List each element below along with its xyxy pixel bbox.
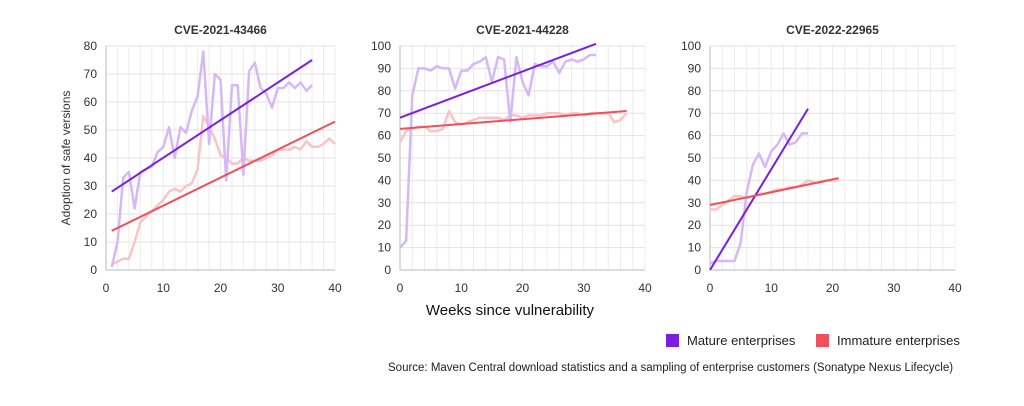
chart1-series-mature [110,50,313,268]
chart1-xtick-label: 30 [271,281,285,295]
chart3-ytick-label: 10 [688,241,702,255]
chart3-ytick-label: 0 [694,263,701,277]
legend-label-immature: Immature enterprises [837,332,960,348]
chart2-xtick-label: 30 [577,281,591,295]
chart2-title: CVE-2021-44228 [476,23,569,37]
chart3-xtick-label: 30 [887,281,901,295]
chart1-xtick-label: 10 [157,281,171,295]
chart2-ytick-label: 0 [384,263,391,277]
chart1-trendline-mature [111,59,313,193]
chart2-ytick-label: 30 [378,196,392,210]
chart3-series-mature [709,132,808,265]
chart1-series-immature [111,114,336,266]
chart2-trendline-immature [399,109,627,130]
chart3-series-immature [710,179,839,211]
chart2-ytick-label: 70 [378,106,392,120]
chart3-ytick-label: 60 [688,129,702,143]
chart1-xtick-label: 40 [328,281,342,295]
chart2-ytick-label: 100 [371,39,391,53]
chart3-ytick-label: 70 [688,106,702,120]
chart2-ytick-label: 50 [378,151,392,165]
chart1-ytick-label: 70 [84,67,98,81]
chart3-ytick-label: 40 [688,173,702,187]
chart2-ytick-label: 80 [378,84,392,98]
legend-item-mature: Mature enterprises [666,330,795,350]
chart3-ytick-label: 90 [688,61,702,75]
chart1-ytick-label: 30 [84,179,98,193]
chart2-ytick-label: 10 [378,241,392,255]
chart1-xtick-label: 20 [214,281,228,295]
chart2-trendline-mature [399,42,597,119]
chart2-ytick-label: 40 [378,173,392,187]
chart1-trendline-immature [111,120,336,232]
chart3-xtick-label: 40 [948,281,962,295]
chart2-ytick-label: 90 [378,61,392,75]
chart2-series-mature [399,53,596,249]
legend-swatch-immature [816,333,829,347]
chart2-ytick-label: 20 [378,218,392,232]
source-note: Source: Maven Central download statistic… [388,362,954,374]
chart1-ytick-label: 80 [84,39,98,53]
chart3-ytick-label: 50 [688,151,702,165]
chart1-ytick-label: 50 [84,123,98,137]
x-axis-label: Weeks since vulnerability [425,302,595,319]
chart3-trendline-immature [709,177,839,207]
chart1-ytick-label: 40 [84,151,98,165]
chart2-xtick-label: 40 [638,281,652,295]
chart1-xtick-label: 0 [103,281,110,295]
y-axis-label: Adoption of safe versions [59,91,73,226]
chart1-ytick-label: 0 [90,263,97,277]
chart3-trendline-mature [709,108,809,271]
chart2-xtick-label: 20 [516,281,530,295]
legend-label-mature: Mature enterprises [687,332,796,348]
chart3-title: CVE-2022-22965 [786,23,879,37]
chart3-ytick-label: 80 [688,84,702,98]
legend-swatch-mature [666,333,679,347]
chart1-ytick-label: 20 [84,207,98,221]
chart3-ytick-label: 20 [688,218,702,232]
chart1-title: CVE-2021-43466 [174,23,267,37]
chart3-xtick-label: 0 [707,281,714,295]
chart3-ytick-label: 30 [688,196,702,210]
chart3-xtick-label: 20 [826,281,840,295]
chart1-ytick-label: 10 [84,235,98,249]
chart2-xtick-label: 0 [397,281,404,295]
chart2-xtick-label: 10 [455,281,469,295]
chart1-ytick-label: 60 [84,95,98,109]
chart3-ytick-label: 100 [681,39,701,53]
chart3-xtick-label: 10 [765,281,779,295]
chart2-ytick-label: 60 [378,129,392,143]
legend-item-immature: Immature enterprises [816,330,960,350]
